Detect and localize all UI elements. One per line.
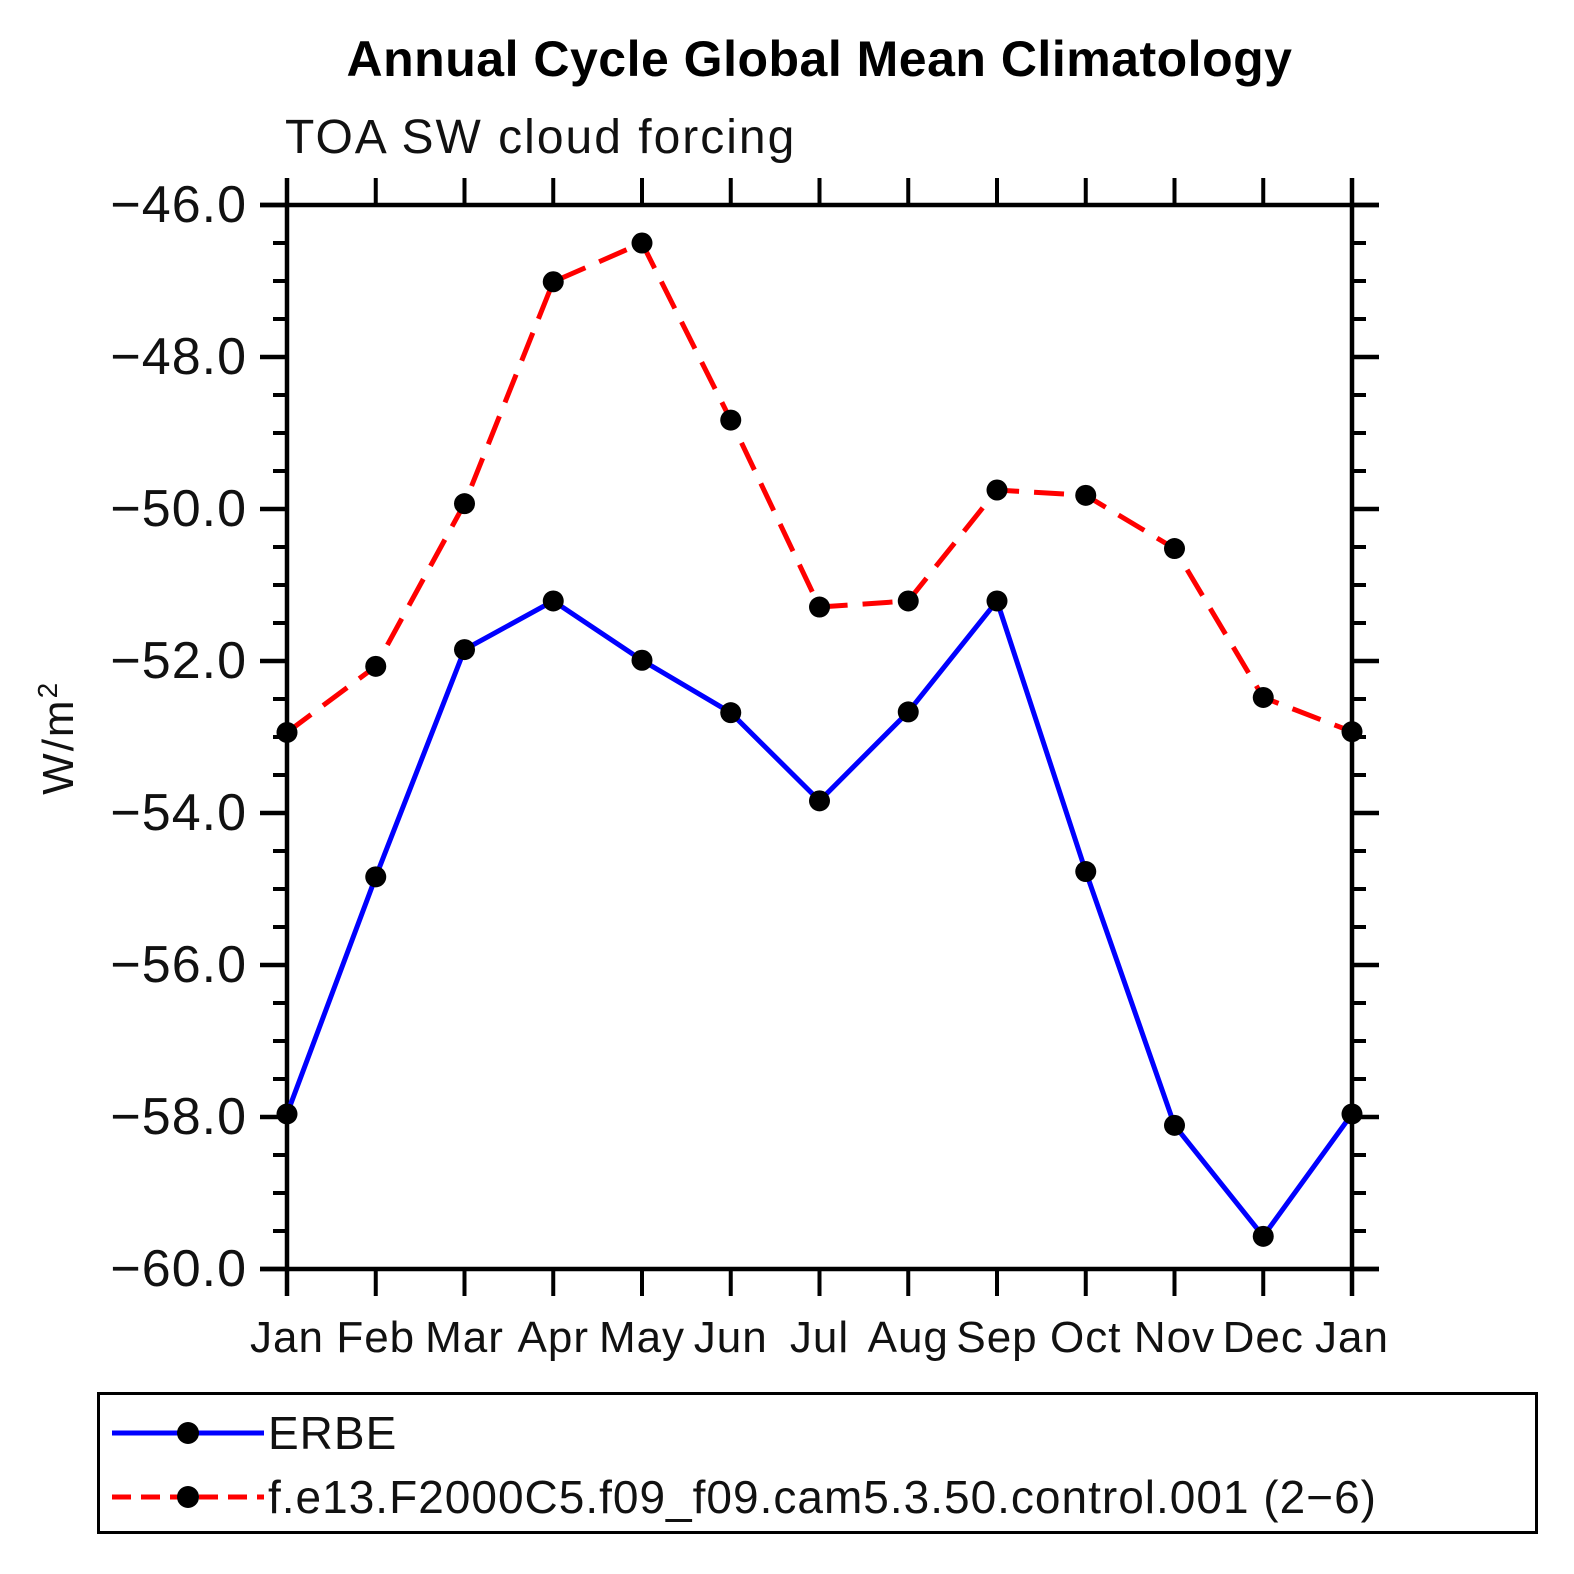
month-label: Apr bbox=[518, 1313, 589, 1362]
erbe-marker bbox=[1164, 1114, 1185, 1136]
model-marker bbox=[276, 721, 298, 743]
month-label: Jul bbox=[790, 1313, 849, 1362]
chart-title: Annual Cycle Global Mean Climatology bbox=[346, 31, 1293, 87]
legend-label-model: f.e13.F2000C5.f09_f09.cam5.3.50.control.… bbox=[268, 1471, 1377, 1523]
y-tick-label: −60.0 bbox=[110, 1240, 247, 1298]
month-label: Aug bbox=[868, 1313, 949, 1362]
model-marker bbox=[631, 232, 653, 254]
legend-item-model: f.e13.F2000C5.f09_f09.cam5.3.50.control.… bbox=[108, 1467, 1377, 1527]
legend-label-erbe: ERBE bbox=[268, 1407, 398, 1459]
legend-sample-model bbox=[112, 1486, 264, 1508]
model-marker bbox=[454, 493, 475, 515]
erbe-series-line bbox=[284, 598, 1355, 1239]
erbe-marker bbox=[720, 702, 742, 724]
y-tick-label: −58.0 bbox=[110, 1088, 247, 1146]
model-marker bbox=[809, 596, 830, 618]
month-label: Jan bbox=[250, 1313, 324, 1362]
y-tick-label: −50.0 bbox=[110, 480, 247, 538]
y-tick-label: −48.0 bbox=[110, 328, 247, 386]
legend-sample-erbe bbox=[112, 1422, 264, 1444]
model-series-line bbox=[285, 240, 1353, 735]
month-label: Mar bbox=[425, 1313, 504, 1362]
erbe-marker bbox=[1252, 1225, 1274, 1247]
model-marker bbox=[1164, 538, 1185, 560]
erbe-marker bbox=[276, 1103, 298, 1125]
month-label: Oct bbox=[1050, 1313, 1121, 1362]
month-label: Jan bbox=[1315, 1313, 1389, 1362]
month-label: May bbox=[599, 1313, 685, 1362]
model-marker bbox=[986, 479, 1008, 501]
model-marker bbox=[897, 590, 919, 612]
erbe-marker bbox=[631, 649, 653, 671]
legend-marker-circle-icon bbox=[177, 1486, 199, 1508]
model-marker bbox=[1341, 721, 1363, 743]
erbe-marker bbox=[365, 866, 387, 888]
month-label: Dec bbox=[1223, 1313, 1304, 1362]
y-tick-label: −52.0 bbox=[110, 632, 247, 690]
model-marker bbox=[365, 655, 387, 677]
legend-item-erbe: ERBE bbox=[108, 1403, 397, 1463]
erbe-marker bbox=[1341, 1103, 1363, 1125]
model-marker bbox=[542, 271, 564, 293]
erbe-marker bbox=[809, 790, 830, 812]
y-tick-label: −56.0 bbox=[110, 936, 247, 994]
y-tick-label: −54.0 bbox=[110, 784, 247, 842]
erbe-marker bbox=[1075, 861, 1097, 883]
chart-subtitle: TOA SW cloud forcing bbox=[285, 111, 797, 164]
y-tick-label: −46.0 bbox=[110, 176, 247, 234]
erbe-marker bbox=[542, 590, 564, 612]
erbe-marker bbox=[454, 639, 475, 661]
erbe-marker bbox=[897, 701, 919, 723]
month-label: Jun bbox=[694, 1313, 768, 1362]
legend-box: ERBE f.e13.F2000C5.f09_f09.cam5.3.50.con… bbox=[97, 1392, 1538, 1534]
model-marker bbox=[1075, 484, 1097, 506]
erbe-marker bbox=[986, 590, 1008, 612]
month-label: Sep bbox=[956, 1313, 1037, 1362]
month-label: Nov bbox=[1134, 1313, 1215, 1362]
model-marker bbox=[1252, 686, 1274, 708]
model-marker bbox=[720, 409, 742, 431]
legend-marker-circle-icon bbox=[177, 1422, 199, 1444]
month-label: Feb bbox=[336, 1313, 415, 1362]
